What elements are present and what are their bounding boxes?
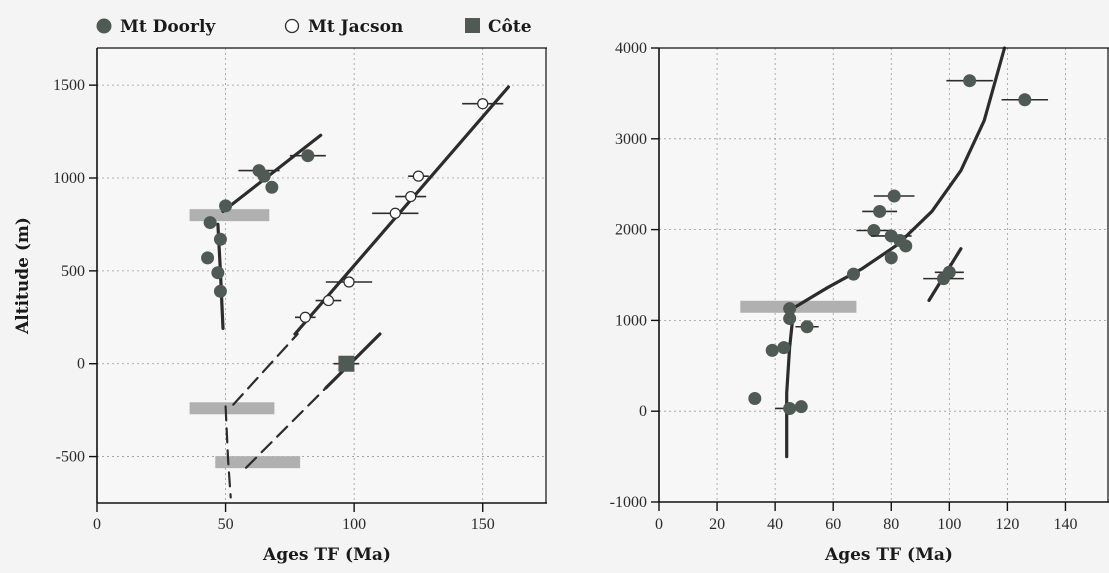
data-point xyxy=(204,216,217,229)
data-point xyxy=(338,356,354,372)
y-tick-label: -1000 xyxy=(610,494,647,511)
data-point xyxy=(748,392,761,405)
data-point xyxy=(344,277,354,287)
data-point xyxy=(766,344,779,357)
data-point xyxy=(390,208,400,218)
chart-right: 0 20 40 60 80 100 120 140 -1000 0 1000 2000 3000 4000… xyxy=(610,40,1109,565)
data-point xyxy=(899,239,912,252)
y-tick-label: 2000 xyxy=(615,222,647,239)
legend-label-cote: Côte xyxy=(488,17,532,37)
data-point xyxy=(777,341,790,354)
data-point xyxy=(406,192,416,202)
legend-label-mt-jacson: Mt Jacson xyxy=(308,17,403,37)
legend: Mt Doorly Mt Jacson Côte xyxy=(97,17,532,37)
x-tick-label: 60 xyxy=(825,516,841,533)
data-point xyxy=(783,312,796,325)
legend-marker-cote xyxy=(465,18,480,33)
x-tick-label: 0 xyxy=(93,516,101,533)
data-point xyxy=(801,320,814,333)
data-point xyxy=(1018,93,1031,106)
data-point xyxy=(885,251,898,264)
data-point xyxy=(211,266,224,279)
y-axis-label: Altitude (m) xyxy=(13,217,33,335)
plot-area xyxy=(97,48,547,503)
data-point xyxy=(300,312,310,322)
y-tick-label: 1000 xyxy=(615,312,647,329)
y-tick-label: 0 xyxy=(639,403,647,420)
data-point xyxy=(301,149,314,162)
x-tick-label: 0 xyxy=(655,516,663,533)
x-tick-label: 40 xyxy=(767,516,783,533)
legend-label-mt-doorly: Mt Doorly xyxy=(120,17,216,37)
x-tick-label: 120 xyxy=(995,516,1019,533)
y-tick-label: 1000 xyxy=(53,170,85,187)
x-axis-label: Ages TF (Ma) xyxy=(262,545,391,565)
x-axis-label: Ages TF (Ma) xyxy=(824,545,953,565)
data-point xyxy=(888,190,901,203)
data-point xyxy=(258,170,271,183)
x-tick-label: 50 xyxy=(218,516,234,533)
data-point xyxy=(847,268,860,281)
y-tick-label: 0 xyxy=(77,356,85,373)
data-point xyxy=(873,205,886,218)
data-point xyxy=(323,296,333,306)
y-tick-label: 4000 xyxy=(615,40,647,57)
y-tick-label: 500 xyxy=(61,263,85,280)
data-point xyxy=(214,233,227,246)
data-point xyxy=(413,171,423,181)
y-tick-label: -500 xyxy=(56,449,85,466)
data-point xyxy=(795,400,808,413)
x-tick-label: 20 xyxy=(709,516,725,533)
data-point xyxy=(201,251,214,264)
legend-marker-mt-jacson xyxy=(286,20,299,33)
band xyxy=(190,402,275,414)
data-point xyxy=(478,99,488,109)
x-tick-label: 100 xyxy=(937,516,961,533)
y-tick-label: 1500 xyxy=(53,77,85,94)
plot-area xyxy=(659,48,1109,502)
data-point xyxy=(214,285,227,298)
legend-marker-mt-doorly xyxy=(97,19,112,34)
chart-left: 0 50 100 150 -500 0 500 1000 1500 Ages TF (Ma) Alt… xyxy=(13,48,547,565)
data-point xyxy=(783,402,796,415)
data-point xyxy=(265,181,278,194)
x-tick-label: 80 xyxy=(883,516,899,533)
y-tick-label: 3000 xyxy=(615,131,647,148)
data-point xyxy=(219,199,232,212)
x-tick-label: 150 xyxy=(471,516,495,533)
data-point xyxy=(867,224,880,237)
data-point xyxy=(937,272,950,285)
data-point xyxy=(963,74,976,87)
x-tick-label: 100 xyxy=(342,516,366,533)
x-tick-label: 140 xyxy=(1053,516,1077,533)
